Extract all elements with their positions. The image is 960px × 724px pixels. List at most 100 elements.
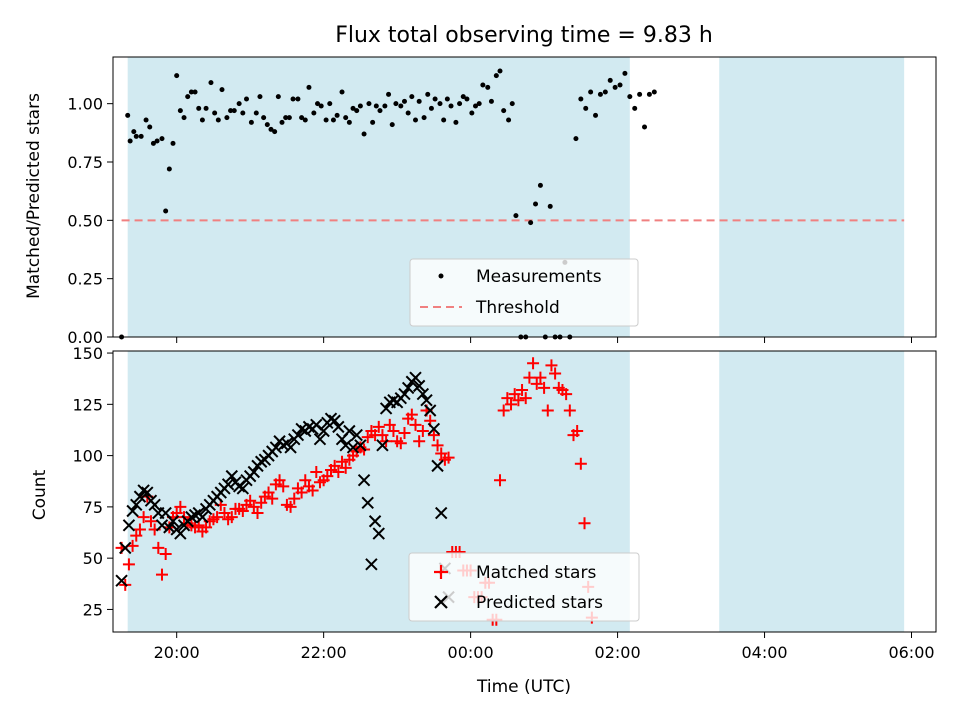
predicted-star-point	[163, 521, 176, 534]
measurement-point	[236, 101, 242, 107]
measurement-point	[533, 201, 539, 207]
measurement-point	[488, 98, 494, 104]
matched-star-point	[505, 398, 518, 411]
matched-star-point	[130, 529, 143, 542]
predicted-star-point	[196, 510, 209, 524]
measurement-point	[485, 84, 491, 90]
x-tick-label: 02:00	[595, 643, 641, 662]
predicted-star-point	[133, 490, 147, 503]
measurement-point	[177, 108, 183, 114]
measurement-point	[181, 115, 187, 121]
measurement-point	[509, 101, 515, 107]
predicted-star-point	[126, 504, 139, 518]
predicted-star-point	[332, 420, 345, 434]
predicted-star-point	[141, 486, 154, 499]
measurement-point	[286, 115, 292, 121]
measurement-point	[357, 103, 363, 109]
measurement-point	[401, 98, 407, 104]
matched-star-point	[339, 461, 352, 474]
measurement-point	[188, 89, 194, 95]
matched-legend-label: Matched stars	[476, 563, 596, 583]
predicted-star-point	[368, 515, 382, 528]
predicted-star-point	[313, 432, 327, 446]
measurement-point	[224, 115, 230, 121]
y-tick-label: 25	[83, 600, 103, 619]
measurement-point	[405, 110, 411, 116]
measurement-point	[386, 91, 392, 97]
y-tick-label: 0.75	[67, 153, 103, 172]
matched-star-point	[578, 517, 591, 530]
predicted-star-point	[423, 404, 437, 417]
matched-star-point	[398, 427, 411, 440]
matched-star-point	[494, 474, 507, 487]
measurement-point	[327, 101, 333, 107]
measurement-point	[409, 94, 415, 100]
measurement-point	[354, 108, 360, 114]
measurement-point	[588, 89, 594, 95]
matched-star-point	[321, 470, 334, 483]
measurement-point	[393, 101, 399, 107]
measurement-point	[318, 103, 324, 109]
matched-star-point	[295, 486, 308, 499]
y-tick-label: 50	[83, 549, 103, 568]
predicted-star-point	[346, 441, 360, 454]
measurement-point	[453, 119, 459, 125]
predicted-star-point	[357, 474, 371, 487]
x-axis-label: Time (UTC)	[476, 677, 571, 697]
measurement-point	[642, 124, 648, 130]
matched-star-point	[541, 404, 554, 417]
measurement-point	[219, 87, 225, 93]
predicted-star-point	[302, 420, 316, 434]
y-tick-label: 75	[83, 498, 103, 517]
bottom-legend: Matched stars Predicted stars	[408, 552, 640, 622]
threshold-legend-label: Threshold	[475, 298, 560, 318]
matched-star-point	[571, 424, 584, 437]
measurement-point	[311, 110, 317, 116]
measurement-point	[506, 117, 512, 123]
measurement-point	[432, 96, 438, 102]
measurement-point	[389, 122, 395, 128]
measurement-point	[612, 84, 618, 90]
predicted-star-point	[122, 519, 136, 532]
measurement-point	[231, 108, 237, 114]
predicted-star-point	[354, 439, 367, 452]
predicted-star-point	[148, 498, 161, 512]
matched-star-point	[262, 486, 275, 499]
predicted-star-point	[343, 424, 356, 438]
measurement-point	[370, 119, 376, 125]
predicted-star-point	[365, 558, 378, 571]
measurement-point	[257, 94, 263, 100]
matched-star-point	[284, 500, 297, 513]
matched-star-point	[501, 392, 514, 405]
predicted-legend-label: Predicted stars	[476, 593, 603, 613]
measurement-point	[493, 73, 499, 79]
measurement-point	[421, 115, 427, 121]
matched-star-point	[251, 507, 264, 520]
matched-star-point	[152, 541, 165, 554]
measurement-point	[617, 82, 623, 88]
matched-star-point	[225, 511, 238, 524]
measurement-point	[651, 89, 657, 95]
top-y-axis-label: Matched/Predicted stars	[24, 93, 44, 299]
top-legend: Measurements Threshold	[409, 258, 639, 327]
matched-star-point	[211, 511, 224, 524]
predicted-star-point	[409, 371, 422, 384]
measurement-point	[627, 94, 633, 100]
measurement-point	[497, 68, 503, 74]
measurement-point	[416, 98, 422, 104]
matched-star-point	[560, 388, 573, 401]
measurement-point	[302, 117, 308, 123]
bottom-panel: 25 50 75 100 125 150 20:00 22:00 00:00 02:00 04:0…	[30, 344, 937, 697]
predicted-star-point	[401, 381, 415, 395]
measurement-point	[528, 220, 534, 226]
measurement-point	[350, 105, 356, 111]
matched-star-point	[255, 496, 268, 509]
matched-star-point	[277, 480, 290, 493]
measurement-point	[192, 89, 198, 95]
predicted-star-point	[166, 515, 180, 528]
x-tick-label: 04:00	[741, 643, 787, 662]
predicted-star-point	[236, 482, 250, 495]
matched-star-point	[383, 418, 396, 431]
measurement-point	[228, 108, 234, 114]
